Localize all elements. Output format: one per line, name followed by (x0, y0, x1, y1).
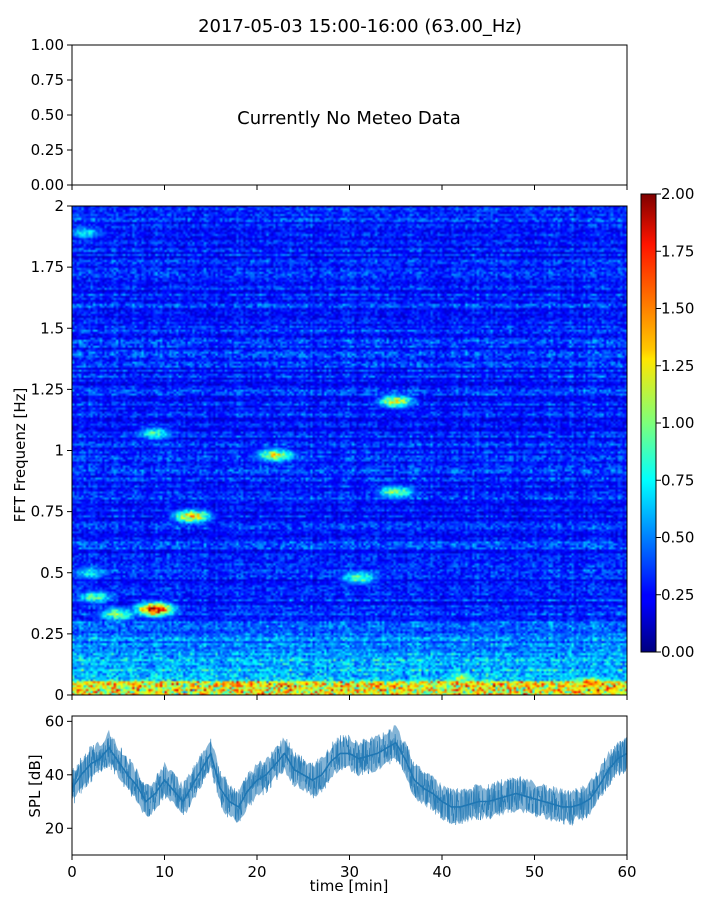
spl-series-line (72, 741, 627, 808)
spectrogram-x-ticks (71, 695, 628, 700)
spl-xtick-label: 10 (155, 863, 174, 881)
colorbar-tick-label: 0.25 (661, 586, 694, 604)
spectrogram-ytick-label: 0.25 (31, 625, 64, 643)
spl-trace (72, 729, 627, 826)
meteo-ytick-label: 0.75 (31, 71, 64, 89)
figure-title: 2017-05-03 15:00-16:00 (63.00_Hz) (198, 16, 522, 37)
meteo-ytick-label: 0.00 (31, 176, 64, 194)
spectrogram-ytick-label: 2 (54, 197, 64, 215)
spl-xtick-label: 0 (67, 863, 77, 881)
colorbar-tick-label: 1.50 (661, 300, 694, 318)
spectrogram-panel: 0 0.25 0.5 0.75 1 1.25 1.5 1.75 2 FFT Frequenz [… (11, 197, 628, 704)
colorbar-gradient (641, 194, 656, 652)
spl-ytick-label: 60 (45, 712, 64, 730)
spectrogram-ytick-label: 0.5 (40, 564, 64, 582)
meteo-panel: Currently No Meteo Data 0.00 0.25 0.50 0.75… (31, 36, 628, 194)
colorbar: 0.00 0.25 0.50 0.75 1.00 1.25 1.50 1.75 2.00 (640, 185, 694, 661)
meteo-ytick-label: 0.25 (31, 141, 64, 159)
spl-ytick-label: 40 (45, 766, 64, 784)
spectrogram-y-ticks: 0 0.25 0.5 0.75 1 1.25 1.5 1.75 2 (31, 197, 72, 704)
colorbar-tick-label: 1.25 (661, 357, 694, 375)
spectrogram-ylabel: FFT Frequenz [Hz] (11, 388, 29, 523)
colorbar-tick-label: 0.75 (661, 471, 694, 489)
meteo-annotation: Currently No Meteo Data (237, 108, 461, 129)
spl-ytick-label: 20 (45, 819, 64, 837)
spectrogram-ytick-label: 0.75 (31, 503, 64, 521)
meteo-ytick-label: 1.00 (31, 36, 64, 54)
colorbar-tick-label: 1.75 (661, 242, 694, 260)
spl-xtick-label: 40 (432, 863, 451, 881)
spl-ylabel: SPL [dB] (26, 754, 44, 817)
spectrogram-ytick-label: 1 (54, 442, 64, 460)
colorbar-tick-label: 2.00 (661, 185, 694, 203)
spectrogram-image (72, 206, 627, 695)
spl-xtick-label: 20 (247, 863, 266, 881)
colorbar-tick-label: 0.00 (661, 643, 694, 661)
spl-panel: 20 40 60 0 10 20 30 40 50 60 SPL [dB] time [min] (26, 712, 637, 895)
spectrogram-ytick-label: 1.25 (31, 380, 64, 398)
spl-x-ticks: 0 10 20 30 40 50 60 (67, 855, 637, 881)
spl-xtick-label: 50 (525, 863, 544, 881)
spl-y-ticks: 20 40 60 (45, 712, 72, 837)
spl-xlabel: time [min] (310, 877, 389, 895)
colorbar-tick-label: 1.00 (661, 414, 694, 432)
spectrogram-ytick-label: 1.75 (31, 258, 64, 276)
spectrogram-ytick-label: 1.5 (40, 319, 64, 337)
meteo-y-ticks: 0.00 0.25 0.50 0.75 1.00 (31, 36, 72, 194)
colorbar-tick-label: 0.50 (661, 529, 694, 547)
meteo-ytick-label: 0.50 (31, 106, 64, 124)
spl-xtick-label: 60 (617, 863, 636, 881)
spectrogram-ytick-label: 0 (54, 686, 64, 704)
spl-xtick-label: 30 (340, 863, 359, 881)
meteo-x-ticks (71, 185, 628, 190)
meteo-axes-frame (71, 44, 628, 186)
colorbar-ticks: 0.00 0.25 0.50 0.75 1.00 1.25 1.50 1.75 2.00 (656, 185, 694, 661)
